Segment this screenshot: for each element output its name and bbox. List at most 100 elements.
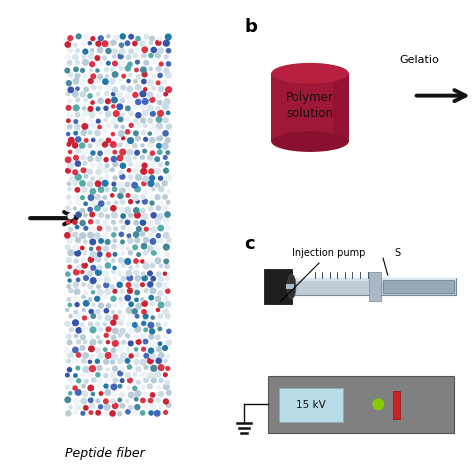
Circle shape xyxy=(112,86,118,93)
Circle shape xyxy=(140,143,145,147)
Circle shape xyxy=(135,314,140,319)
Circle shape xyxy=(81,358,87,364)
Circle shape xyxy=(166,189,171,193)
Circle shape xyxy=(95,358,100,364)
Circle shape xyxy=(97,98,104,104)
Circle shape xyxy=(149,328,155,335)
Circle shape xyxy=(126,246,130,251)
Circle shape xyxy=(82,391,88,397)
Circle shape xyxy=(128,48,134,54)
Circle shape xyxy=(82,109,90,117)
Circle shape xyxy=(110,319,117,326)
Circle shape xyxy=(90,339,97,346)
Circle shape xyxy=(135,60,140,64)
Circle shape xyxy=(103,410,109,416)
Circle shape xyxy=(139,40,146,47)
Circle shape xyxy=(127,168,131,173)
Circle shape xyxy=(90,326,97,334)
Circle shape xyxy=(96,335,100,339)
Circle shape xyxy=(68,314,73,319)
Circle shape xyxy=(134,326,141,333)
Circle shape xyxy=(117,357,124,364)
Circle shape xyxy=(140,282,145,287)
Circle shape xyxy=(110,156,117,163)
Circle shape xyxy=(157,251,162,256)
Circle shape xyxy=(140,334,145,338)
Circle shape xyxy=(147,219,154,226)
Circle shape xyxy=(110,310,115,314)
Circle shape xyxy=(97,277,102,282)
Circle shape xyxy=(68,150,73,154)
Circle shape xyxy=(164,33,172,41)
Circle shape xyxy=(163,244,170,251)
Circle shape xyxy=(81,167,87,173)
Circle shape xyxy=(139,359,146,365)
Circle shape xyxy=(112,340,119,347)
Circle shape xyxy=(164,380,170,385)
Circle shape xyxy=(95,309,100,314)
Circle shape xyxy=(109,359,115,365)
Circle shape xyxy=(91,290,95,294)
Circle shape xyxy=(118,297,123,301)
Text: S: S xyxy=(395,248,401,258)
Circle shape xyxy=(81,326,88,332)
Circle shape xyxy=(165,174,172,181)
Circle shape xyxy=(91,84,97,90)
Circle shape xyxy=(64,396,71,403)
Circle shape xyxy=(155,296,161,302)
Bar xyxy=(383,280,454,293)
Circle shape xyxy=(117,282,123,288)
Circle shape xyxy=(112,238,117,243)
Circle shape xyxy=(82,149,88,155)
Circle shape xyxy=(127,149,133,155)
Circle shape xyxy=(67,99,72,104)
Circle shape xyxy=(125,143,129,147)
Circle shape xyxy=(95,194,101,200)
Circle shape xyxy=(143,403,149,408)
Circle shape xyxy=(158,391,164,397)
Circle shape xyxy=(119,403,126,409)
Circle shape xyxy=(82,366,90,373)
Circle shape xyxy=(67,249,74,256)
Circle shape xyxy=(87,155,93,162)
Circle shape xyxy=(73,282,79,288)
Circle shape xyxy=(125,117,130,122)
Circle shape xyxy=(159,62,164,66)
Circle shape xyxy=(72,295,78,301)
Circle shape xyxy=(158,378,164,383)
Circle shape xyxy=(83,98,88,102)
Circle shape xyxy=(132,244,138,250)
Circle shape xyxy=(111,92,116,96)
Circle shape xyxy=(80,270,84,274)
Circle shape xyxy=(73,334,79,338)
Circle shape xyxy=(87,93,93,99)
Circle shape xyxy=(83,405,89,411)
Circle shape xyxy=(103,246,109,252)
Circle shape xyxy=(79,345,85,351)
Circle shape xyxy=(118,182,125,189)
Circle shape xyxy=(73,155,79,161)
Circle shape xyxy=(141,346,146,352)
Circle shape xyxy=(164,301,171,308)
Circle shape xyxy=(80,246,85,250)
Circle shape xyxy=(133,130,139,136)
Circle shape xyxy=(157,47,164,54)
Circle shape xyxy=(94,130,101,137)
Circle shape xyxy=(165,200,171,205)
Circle shape xyxy=(143,353,149,359)
Circle shape xyxy=(165,237,172,243)
Circle shape xyxy=(166,328,172,334)
Circle shape xyxy=(118,130,125,137)
Circle shape xyxy=(127,237,134,244)
Circle shape xyxy=(111,220,116,225)
Circle shape xyxy=(155,334,161,340)
Circle shape xyxy=(75,327,82,334)
Circle shape xyxy=(101,141,108,148)
Circle shape xyxy=(133,168,139,174)
Circle shape xyxy=(117,346,124,353)
Circle shape xyxy=(82,59,89,66)
Circle shape xyxy=(99,111,103,116)
Circle shape xyxy=(135,36,141,42)
Circle shape xyxy=(105,48,112,54)
Circle shape xyxy=(164,72,172,79)
